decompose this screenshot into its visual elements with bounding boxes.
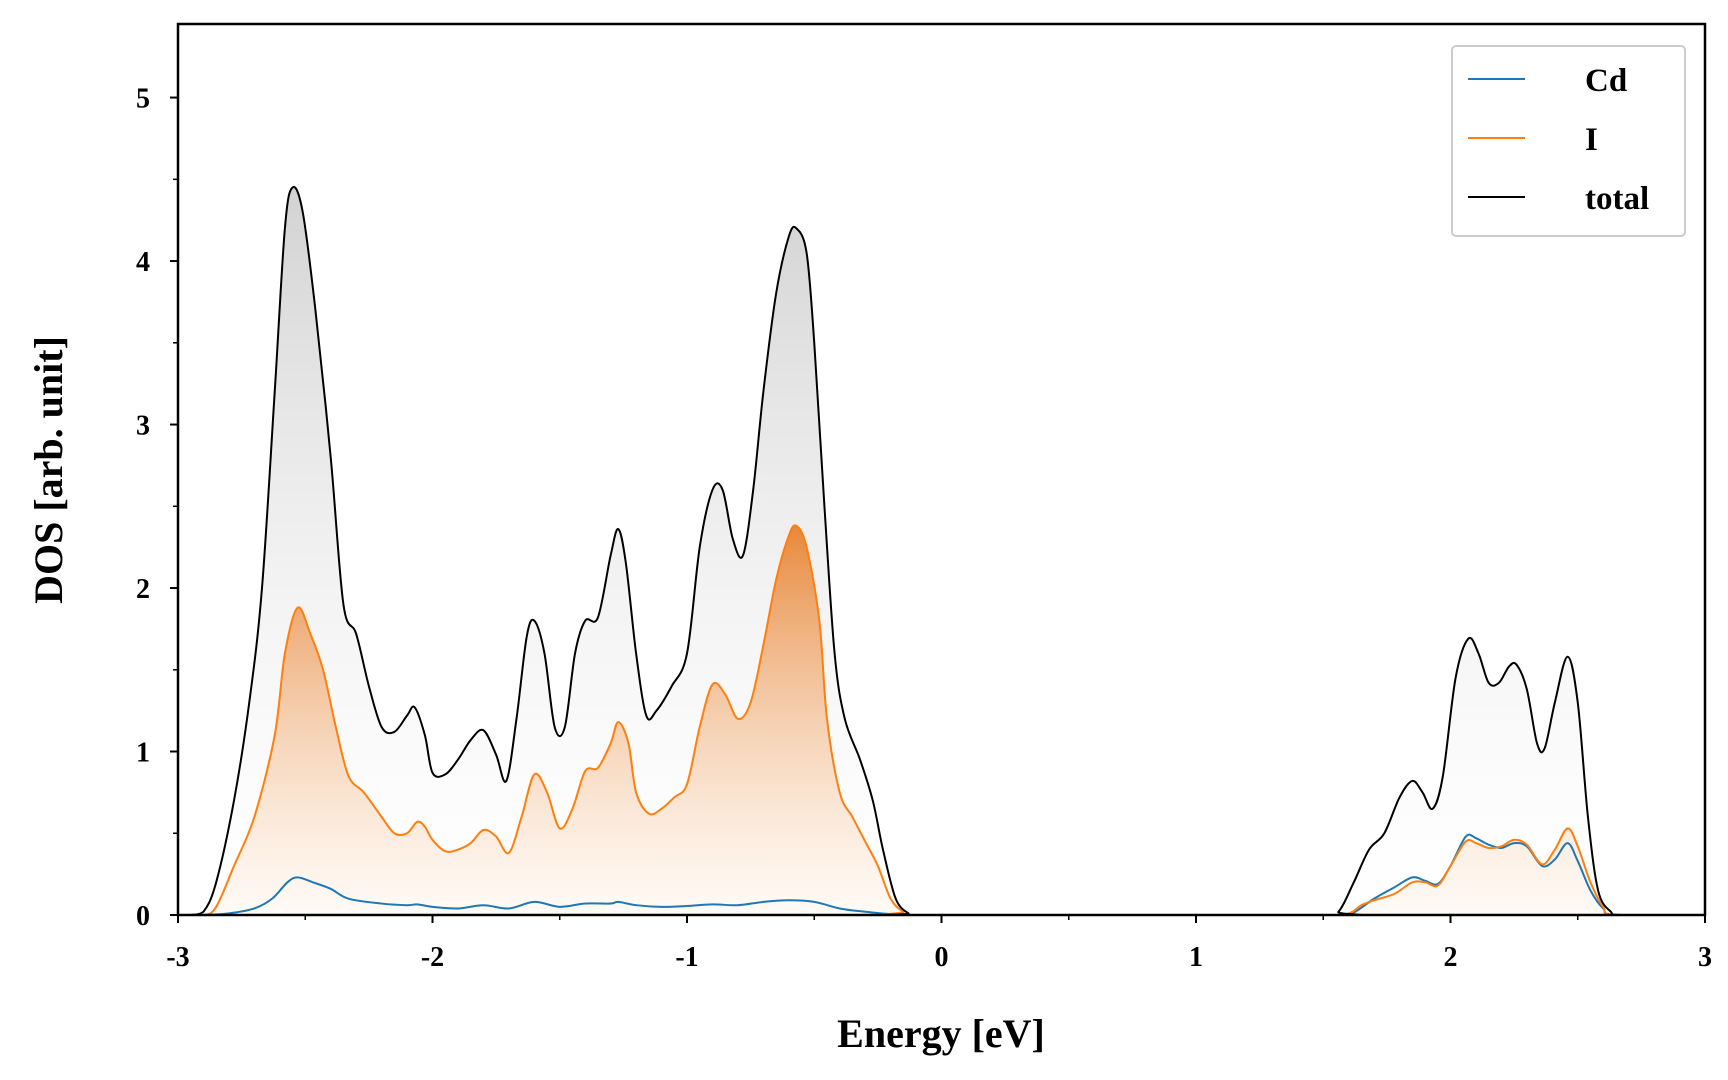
y-tick-label: 1 xyxy=(136,738,150,769)
area-fill-total xyxy=(178,186,1705,916)
series-line-i xyxy=(178,524,1705,917)
legend-label-cd: Cd xyxy=(1585,63,1627,99)
series-line-total xyxy=(178,185,1705,917)
legend: Cd I total xyxy=(1451,45,1686,237)
legend-label-total: total xyxy=(1585,181,1649,217)
legend-label-i: I xyxy=(1585,122,1598,158)
x-axis-ticks: -3 -2 -1 0 1 2 3 xyxy=(166,915,1712,973)
x-tick-label: -3 xyxy=(166,942,189,973)
legend-box xyxy=(1451,45,1686,237)
y-axis-label: DOS [arb. unit] xyxy=(26,336,71,604)
y-tick-label: 2 xyxy=(136,574,150,605)
area-fill-i xyxy=(178,525,1705,915)
y-tick-label: 0 xyxy=(136,901,150,932)
x-axis-label: Energy [eV] xyxy=(837,1011,1045,1056)
x-tick-label: 2 xyxy=(1444,942,1458,973)
x-tick-label: -2 xyxy=(421,942,444,973)
x-tick-label: 0 xyxy=(935,942,949,973)
y-tick-label: 5 xyxy=(136,84,150,115)
series-line-cd xyxy=(178,833,1705,917)
x-tick-label: -1 xyxy=(675,942,698,973)
y-tick-label: 3 xyxy=(136,411,150,442)
y-axis-ticks: 0 1 2 3 4 5 xyxy=(136,84,178,932)
series-lines xyxy=(178,185,1705,917)
area-fills xyxy=(178,186,1705,916)
x-tick-label: 3 xyxy=(1698,942,1712,973)
y-tick-label: 4 xyxy=(136,247,150,278)
x-tick-label: 1 xyxy=(1189,942,1203,973)
